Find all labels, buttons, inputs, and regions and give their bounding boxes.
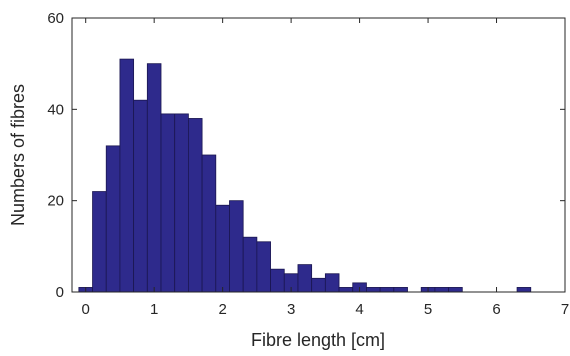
x-tick-label: 3 bbox=[287, 301, 295, 318]
histogram-bar bbox=[434, 287, 449, 293]
histogram-bar bbox=[146, 63, 162, 293]
x-tick-label: 4 bbox=[355, 301, 363, 318]
plot-frame bbox=[71, 17, 566, 293]
histogram-bar bbox=[379, 287, 395, 293]
x-tick-label: 7 bbox=[561, 301, 569, 318]
histogram-bar bbox=[338, 287, 354, 293]
y-axis-title: Numbers of fibres bbox=[8, 84, 28, 226]
histogram-bar bbox=[215, 204, 230, 293]
x-axis-title: Fibre length [cm] bbox=[251, 330, 385, 350]
histogram-bar bbox=[256, 241, 271, 293]
x-axis: 0 1 2 3 4 5 6 7 bbox=[82, 18, 569, 318]
y-axis: 0 20 40 60 bbox=[47, 10, 565, 301]
histogram-bar bbox=[270, 268, 285, 293]
histogram-bar bbox=[174, 113, 189, 293]
histogram-bar bbox=[160, 113, 176, 293]
histogram-bar bbox=[242, 236, 258, 293]
histogram-bar bbox=[201, 154, 217, 293]
x-tick-label: 2 bbox=[218, 301, 226, 318]
histogram-bar bbox=[516, 287, 532, 293]
y-tick-label: 60 bbox=[47, 10, 64, 27]
histogram-bar bbox=[324, 273, 340, 293]
histogram-bar bbox=[297, 264, 313, 293]
histogram-bar bbox=[105, 145, 121, 293]
histogram-bar bbox=[119, 58, 135, 293]
x-tick-label: 0 bbox=[82, 301, 90, 318]
bars-group bbox=[78, 58, 532, 293]
y-tick-label: 0 bbox=[56, 284, 64, 301]
histogram-bar bbox=[188, 118, 203, 293]
histogram-bar bbox=[366, 287, 381, 293]
histogram-bar bbox=[92, 191, 107, 293]
x-tick-label: 6 bbox=[492, 301, 500, 318]
y-tick-label: 20 bbox=[47, 193, 64, 210]
histogram-bar bbox=[448, 287, 463, 293]
histogram-bar bbox=[133, 99, 148, 293]
histogram-bar bbox=[393, 287, 408, 293]
histogram-bar bbox=[229, 200, 244, 293]
histogram-bar bbox=[311, 277, 326, 293]
x-tick-label: 1 bbox=[150, 301, 158, 318]
x-tick-label: 5 bbox=[424, 301, 432, 318]
y-tick-label: 40 bbox=[47, 101, 64, 118]
